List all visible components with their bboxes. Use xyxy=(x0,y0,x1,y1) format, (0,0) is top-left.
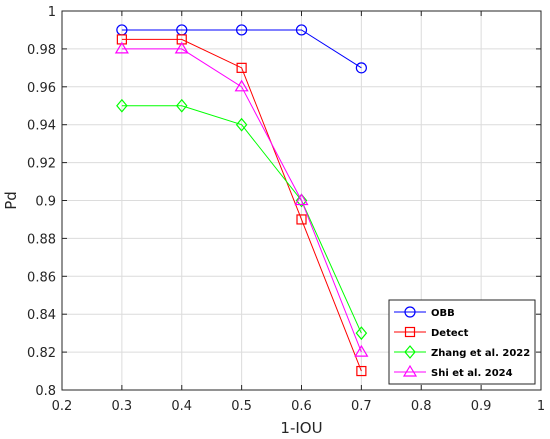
data-point-square xyxy=(356,365,367,377)
legend-label: Zhang et al. 2022 xyxy=(431,348,530,359)
legend-marker-square xyxy=(404,326,416,338)
y-tick-label: 0.88 xyxy=(27,232,56,247)
data-point-diamond xyxy=(355,326,368,341)
legend-item: Zhang et al. 2022 xyxy=(394,345,530,359)
y-tick-label: 0.84 xyxy=(27,308,56,323)
y-tick-label: 0.9 xyxy=(35,195,56,210)
data-point-triangle xyxy=(174,41,189,54)
x-axis-label: 1-IOU xyxy=(280,419,322,437)
data-point-circle xyxy=(355,62,367,74)
legend-item: Detect xyxy=(394,326,469,339)
y-tick-label: 1 xyxy=(48,5,56,20)
x-tick-label: 0.8 xyxy=(411,399,432,414)
series-line xyxy=(121,29,362,69)
series-line xyxy=(121,105,362,334)
data-point-diamond xyxy=(295,193,308,208)
series-group xyxy=(114,24,369,377)
data-point-triangle xyxy=(114,41,129,54)
y-tick-label: 0.86 xyxy=(27,270,56,285)
x-tick-label: 0.4 xyxy=(171,399,192,414)
data-point-triangle xyxy=(294,193,309,206)
data-point-triangle xyxy=(354,344,369,357)
series-diamond xyxy=(116,98,368,341)
y-tick-label: 0.82 xyxy=(27,346,56,361)
x-tick-label: 0.9 xyxy=(471,399,492,414)
legend-item: OBB xyxy=(394,306,455,319)
data-point-circle xyxy=(236,24,248,36)
grid xyxy=(61,10,542,391)
x-tick-label: 1 xyxy=(537,399,545,414)
legend-item: Shi et al. 2024 xyxy=(394,364,513,379)
data-point-square xyxy=(236,62,247,73)
series-circle xyxy=(116,24,367,74)
legend-label: Shi et al. 2024 xyxy=(431,368,513,379)
legend-marker-circle xyxy=(404,306,416,318)
legend-label: Detect xyxy=(431,328,469,339)
data-point-diamond xyxy=(175,98,188,113)
x-tick-label: 0.2 xyxy=(52,399,73,414)
data-point-diamond xyxy=(116,98,128,113)
y-tick-label: 0.96 xyxy=(27,81,56,96)
x-tick-label: 0.7 xyxy=(351,399,372,414)
x-tick-label: 0.6 xyxy=(291,399,312,414)
legend-marker-diamond xyxy=(404,345,416,359)
data-point-diamond xyxy=(235,117,248,132)
y-tick-label: 0.92 xyxy=(27,157,56,172)
series-line xyxy=(121,38,362,372)
legend-label: OBB xyxy=(431,308,455,319)
series-triangle xyxy=(114,41,369,357)
legend-marker-triangle xyxy=(402,364,418,377)
series-square xyxy=(116,34,367,377)
x-tick-label: 0.5 xyxy=(231,399,252,414)
legend-box xyxy=(388,299,536,385)
series-line xyxy=(121,48,362,353)
data-point-triangle xyxy=(234,79,249,92)
y-tick-label: 0.94 xyxy=(27,119,56,134)
ticks: 0.2 0.3 0.4 0.5 0.6 0.7 0.8 0.9 1 0.8 0.82 0.84 0.86… xyxy=(27,5,545,414)
legend: OBB Detect Zhang et al. 2022 Shi et al. 202… xyxy=(388,299,536,385)
data-point-square xyxy=(296,214,307,225)
y-tick-label: 0.98 xyxy=(27,43,56,58)
y-axis-label: Pd xyxy=(2,191,20,210)
data-point-circle xyxy=(295,24,308,36)
x-tick-label: 0.3 xyxy=(112,399,133,414)
y-tick-label: 0.8 xyxy=(35,384,56,399)
